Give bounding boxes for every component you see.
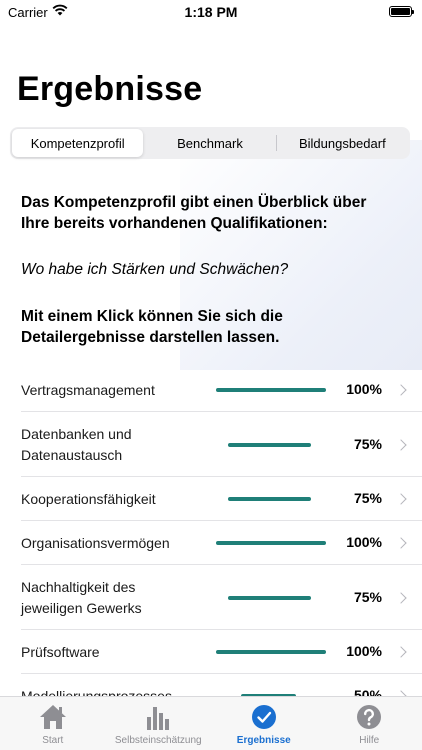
intro-question: Wo habe ich Stärken und Schwächen? (21, 261, 289, 278)
skill-row[interactable]: Prüfsoftware 100% (0, 630, 422, 674)
skill-label: Kooperationsfähigkeit (21, 489, 206, 510)
chevron-right-icon (395, 438, 407, 451)
intro-text-line: Mit einem Klick können Sie sich die (21, 308, 283, 325)
skill-progress-bar (228, 442, 311, 447)
skill-label-line: Datenbanken und (21, 425, 132, 442)
skill-label-line: Vertragsmanagement (21, 381, 155, 398)
row-separator (21, 673, 422, 674)
status-time: 1:18 PM (184, 4, 238, 20)
chevron-right-icon (395, 384, 407, 396)
skill-progress-bar (228, 497, 311, 501)
home-icon (39, 705, 66, 729)
chevron-right-icon (395, 646, 407, 658)
row-separator (21, 520, 422, 521)
skill-row[interactable]: Kooperationsfähigkeit 75% (0, 477, 422, 521)
segmented-control: Kompetenzprofil Benchmark Bildungsbedarf (10, 127, 410, 159)
segment-bildungsbedarf[interactable]: Bildungsbedarf (298, 135, 386, 151)
intro-text-line: Das Kompetenzprofil gibt einen Überblick… (21, 194, 367, 211)
skill-row[interactable]: Nachhaltigkeit des jeweiligen Gewerks 75% (0, 565, 422, 630)
skill-progress-bar (216, 541, 326, 545)
checkmark-circle-icon (251, 705, 276, 729)
skill-percentage: 75% (353, 588, 382, 605)
skill-label-line: jeweiligen Gewerks (21, 599, 142, 616)
status-bar: Carrier 1:18 PM (0, 0, 422, 24)
tab-label: Start (42, 735, 64, 746)
battery-icon (389, 6, 414, 17)
segment-divider (275, 135, 277, 151)
skill-percentage: 100% (346, 643, 382, 659)
skill-label: Datenbanken und Datenaustausch (21, 424, 206, 466)
segment-benchmark[interactable]: Benchmark (177, 135, 243, 151)
skill-label-line: Prüfsoftware (21, 643, 100, 660)
skill-row[interactable]: Organisationsvermögen 100% (0, 521, 422, 565)
skill-label: Prüfsoftware (21, 642, 206, 663)
tab-ergebnisse[interactable]: Ergebnisse (211, 697, 317, 750)
segment-kompetenzprofil[interactable]: Kompetenzprofil (12, 129, 144, 157)
skill-row[interactable]: Vertragsmanagement 100% (0, 368, 422, 412)
bar-chart-icon (147, 707, 170, 730)
skill-label: Organisationsvermögen (21, 533, 206, 554)
tab-bar: Start Selbsteinschätzung Ergebnisse Hilf… (0, 696, 422, 750)
tab-hilfe[interactable]: Hilfe (317, 697, 422, 750)
tab-label: Ergebnisse (236, 735, 291, 746)
chevron-right-icon (395, 537, 407, 549)
tab-label: Selbsteinschätzung (114, 735, 202, 746)
skill-percentage: 75% (353, 435, 382, 452)
skill-label: Vertragsmanagement (21, 380, 206, 401)
skill-label-line: Datenaustausch (21, 446, 123, 463)
skill-row[interactable]: Datenbanken und Datenaustausch 75% (0, 412, 422, 477)
skill-label-line: Organisationsvermögen (21, 534, 170, 551)
chevron-right-icon (395, 493, 407, 505)
tab-selbsteinschaetzung[interactable]: Selbsteinschätzung (106, 697, 212, 750)
tab-start[interactable]: Start (0, 697, 106, 750)
carrier-label: Carrier (8, 5, 48, 20)
skill-progress-bar (228, 595, 311, 600)
row-separator (21, 476, 422, 477)
intro-text-line: Ihre bereits vorhandenen Qualifikationen… (21, 215, 328, 232)
chevron-right-icon (395, 591, 407, 604)
skill-progress-bar (216, 388, 326, 392)
skill-label: Nachhaltigkeit des jeweiligen Gewerks (21, 577, 206, 619)
skill-label-line: Nachhaltigkeit des (21, 578, 136, 595)
tab-label: Hilfe (359, 735, 380, 746)
skill-percentage: 100% (346, 534, 382, 550)
wifi-icon (52, 4, 68, 16)
row-separator (21, 411, 422, 412)
page-title: Ergebnisse (17, 70, 203, 108)
row-separator (21, 629, 422, 630)
help-icon (357, 705, 382, 729)
row-separator (21, 564, 422, 565)
skill-progress-bar (216, 650, 326, 654)
skill-percentage: 75% (353, 490, 382, 506)
skill-percentage: 100% (346, 381, 382, 397)
intro-text-line: Detailergebnisse darstellen lassen. (21, 329, 280, 346)
skill-label-line: Kooperationsfähigkeit (21, 490, 156, 507)
header-gradient (180, 140, 422, 370)
